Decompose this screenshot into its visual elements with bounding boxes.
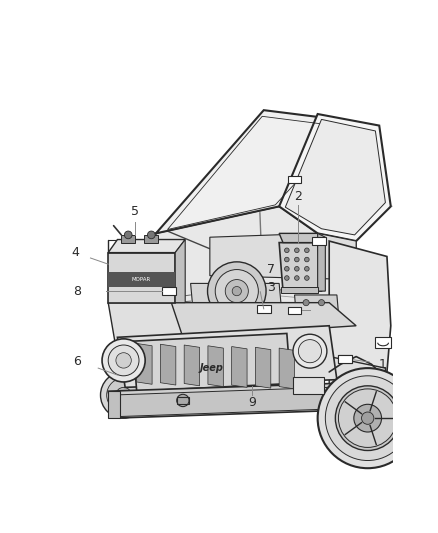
Polygon shape	[208, 346, 223, 386]
Circle shape	[215, 270, 258, 313]
Polygon shape	[175, 239, 185, 303]
Polygon shape	[279, 243, 321, 291]
Circle shape	[107, 378, 141, 412]
Polygon shape	[156, 206, 356, 303]
Circle shape	[108, 345, 139, 376]
Text: 8: 8	[74, 285, 81, 297]
Circle shape	[294, 276, 299, 280]
Text: MOPAR: MOPAR	[132, 277, 151, 282]
Polygon shape	[191, 284, 283, 326]
Circle shape	[116, 353, 131, 368]
Polygon shape	[108, 384, 337, 418]
Circle shape	[177, 394, 189, 407]
Circle shape	[354, 405, 381, 432]
Circle shape	[124, 231, 132, 239]
Bar	[162, 287, 176, 295]
Polygon shape	[279, 114, 391, 241]
Polygon shape	[160, 344, 176, 385]
Circle shape	[318, 368, 418, 468]
Polygon shape	[329, 241, 391, 387]
Circle shape	[225, 280, 248, 303]
Circle shape	[304, 276, 309, 280]
Circle shape	[285, 276, 289, 280]
Circle shape	[336, 386, 400, 450]
Text: 2: 2	[294, 190, 302, 203]
Bar	[145, 235, 158, 243]
Bar	[312, 237, 326, 245]
Text: 6: 6	[74, 356, 81, 368]
Polygon shape	[232, 346, 247, 387]
Bar	[288, 175, 301, 183]
Circle shape	[285, 248, 289, 253]
Bar	[121, 235, 135, 243]
Polygon shape	[133, 334, 291, 391]
Circle shape	[232, 287, 241, 296]
Circle shape	[303, 300, 309, 306]
Circle shape	[304, 248, 309, 253]
Circle shape	[304, 266, 309, 271]
Circle shape	[361, 412, 374, 424]
Polygon shape	[108, 253, 175, 303]
Circle shape	[100, 372, 147, 418]
Bar	[281, 287, 318, 294]
Polygon shape	[108, 239, 185, 253]
Bar	[338, 355, 352, 363]
Circle shape	[285, 257, 289, 262]
Polygon shape	[329, 357, 387, 410]
Bar	[288, 306, 301, 314]
Circle shape	[318, 300, 325, 306]
Circle shape	[293, 334, 327, 368]
Circle shape	[339, 389, 397, 447]
Polygon shape	[255, 348, 271, 388]
Bar	[257, 305, 271, 313]
Text: 4: 4	[71, 246, 79, 259]
Circle shape	[208, 262, 266, 320]
Bar	[338, 355, 352, 363]
Circle shape	[148, 231, 155, 239]
Bar	[293, 377, 324, 394]
Text: 5: 5	[131, 205, 139, 219]
Bar	[177, 397, 189, 405]
Polygon shape	[112, 387, 333, 417]
Polygon shape	[279, 233, 321, 243]
Polygon shape	[156, 110, 356, 233]
Circle shape	[298, 340, 321, 363]
Text: 9: 9	[248, 396, 256, 409]
Text: Jeep: Jeep	[199, 363, 223, 373]
Circle shape	[325, 376, 410, 461]
Circle shape	[294, 257, 299, 262]
Polygon shape	[294, 295, 339, 322]
Circle shape	[102, 339, 145, 382]
Polygon shape	[117, 326, 337, 387]
Polygon shape	[108, 303, 191, 357]
Text: 3: 3	[267, 281, 275, 294]
Polygon shape	[137, 343, 152, 384]
Circle shape	[116, 387, 131, 403]
Polygon shape	[184, 345, 200, 386]
Text: 7: 7	[267, 263, 275, 276]
Circle shape	[285, 266, 289, 271]
Polygon shape	[285, 119, 385, 235]
Circle shape	[294, 248, 299, 253]
Circle shape	[294, 266, 299, 271]
Circle shape	[304, 257, 309, 262]
Polygon shape	[318, 233, 325, 291]
Bar	[375, 337, 391, 348]
Polygon shape	[171, 303, 356, 337]
Bar	[108, 272, 175, 287]
Polygon shape	[279, 348, 294, 389]
Text: 1: 1	[378, 358, 386, 371]
Bar	[108, 391, 120, 418]
Polygon shape	[210, 233, 356, 280]
